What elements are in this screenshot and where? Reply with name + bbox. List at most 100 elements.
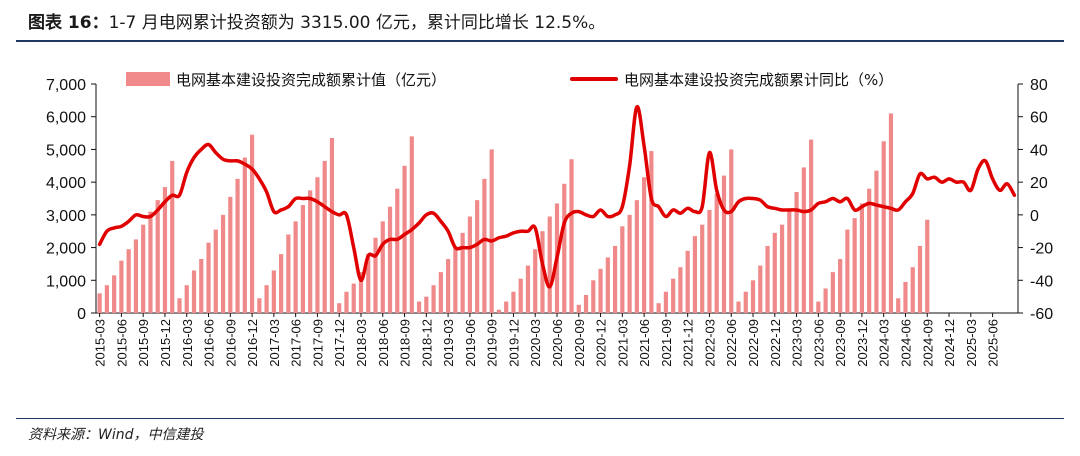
bar-cumulative-investment [358,272,364,313]
x-tick-label: 2023-09 [833,319,848,367]
bar-cumulative-investment [779,224,785,313]
x-tick-label: 2015-06 [114,319,129,367]
bar-cumulative-investment [707,209,712,313]
bar-cumulative-investment [431,285,436,313]
bar-cumulative-investment [656,303,661,313]
x-tick-label: 2015-03 [93,319,108,367]
bar-cumulative-investment [438,272,443,313]
bar-cumulative-investment [322,160,327,313]
bar-cumulative-investment [315,177,320,313]
bar-cumulative-investment [903,281,908,313]
bar-cumulative-investment [206,242,211,313]
x-tick-label: 2020-12 [594,319,609,367]
legend-line-label: 电网基本建设投资完成额累计同比（%） [624,71,893,89]
bar-cumulative-investment [540,231,545,313]
bar-cumulative-investment [511,291,516,313]
bar-cumulative-investment [569,159,574,313]
x-tick-label: 2022-03 [702,319,717,367]
bar-cumulative-investment [213,229,218,313]
x-tick-label: 2016-03 [180,319,195,367]
bar-cumulative-investment [453,247,458,313]
bar-cumulative-investment [917,245,923,313]
legend-bar-swatch [126,72,170,86]
x-tick-label: 2018-12 [419,319,434,367]
bar-cumulative-investment [380,221,385,313]
x-tick-label: 2018-09 [398,319,413,367]
bar-cumulative-investment [896,298,901,313]
bar-cumulative-investment [482,178,487,313]
bar-cumulative-investment [714,193,719,313]
bar-cumulative-investment [373,237,378,313]
x-tick-label: 2016-09 [223,319,238,367]
bar-cumulative-investment [141,224,146,313]
x-tick-label: 2018-03 [354,319,369,367]
bar-cumulative-investment [576,304,581,313]
x-tick-label: 2017-09 [310,319,325,367]
bar-cumulative-investment [177,298,182,313]
bar-cumulative-investment [467,216,472,313]
bar-cumulative-investment [743,291,748,313]
y-left-tick-label: 2,000 [46,241,86,258]
bar-cumulative-investment [489,149,494,313]
x-tick-label: 2016-12 [245,319,260,367]
bar-cumulative-investment [337,303,342,313]
y-left-tick-label: 6,000 [46,110,86,127]
bar-cumulative-investment [184,285,189,313]
bar-cumulative-investment [460,232,465,313]
bar-cumulative-investment [242,157,247,313]
bar-cumulative-investment [170,160,175,313]
bar-cumulative-investment [533,249,538,313]
x-tick-label: 2019-03 [441,319,456,367]
x-tick-label: 2024-06 [898,319,913,367]
x-tick-label: 2024-09 [920,319,935,367]
x-tick-label: 2021-06 [637,319,652,367]
y-left-tick-label: 4,000 [46,175,86,192]
bar-cumulative-investment [765,245,770,313]
bar-cumulative-investment [264,285,269,313]
bar-cumulative-investment [612,245,618,313]
x-tick-label: 2018-06 [376,319,391,367]
y-right-tick-label: 20 [1030,175,1048,192]
bar-cumulative-investment [300,205,306,313]
chart-svg: 0 1,000 2,000 3,000 4,000 5,000 6,000 7,000 -60 -… [46,71,1053,367]
chart-title: 图表 16：1-7 月电网累计投资额为 3315.00 亿元，累计同比增长 12… [28,8,605,33]
x-tick-label: 2021-03 [615,319,630,367]
bar-cumulative-investment [838,259,843,313]
x-tick-label: 2019-09 [485,319,500,367]
bar-cumulative-investment [446,259,451,313]
bar-cumulative-investment [351,283,356,313]
x-tick-label: 2025-03 [964,319,979,367]
bar-cumulative-investment [867,188,872,313]
x-tick-label: 2025-06 [986,319,1001,367]
bar-cumulative-investment [416,301,422,313]
bar-cumulative-investment [308,190,313,313]
bar-cumulative-investment [888,113,894,313]
bar-cumulative-investment [496,309,502,313]
x-tick-label: 2019-12 [506,319,521,367]
bar-cumulative-investment [794,191,799,313]
y-right-tick-label: -40 [1030,273,1053,290]
y-left-tick-label: 7,000 [46,77,86,94]
x-tick-label: 2017-06 [289,319,304,367]
bar-cumulative-investment [191,270,197,313]
bar-cumulative-investment [634,200,639,313]
x-tick-label: 2015-09 [136,319,151,367]
bar-cumulative-investment [787,208,792,313]
x-tick-label: 2022-09 [746,319,761,367]
x-tick-label: 2017-03 [267,319,282,367]
bar-cumulative-investment [671,278,676,313]
line-yoy-growth [97,105,1017,289]
bar-cumulative-investment [758,265,763,313]
y-left-tick-label: 1,000 [46,273,86,290]
y-right-tick-label: -60 [1030,306,1053,323]
bar-cumulative-investment [329,137,335,313]
bar-cumulative-investment [286,234,291,313]
bar-cumulative-investment [387,206,393,313]
bar-cumulative-investment [525,265,531,313]
x-tick-label: 2017-12 [332,319,347,367]
bar-cumulative-investment [112,275,117,313]
x-tick-label: 2024-12 [942,319,957,367]
bar-cumulative-investment [605,257,610,313]
bar-cumulative-investment [126,249,131,313]
x-tick-label: 2016-06 [202,319,217,367]
